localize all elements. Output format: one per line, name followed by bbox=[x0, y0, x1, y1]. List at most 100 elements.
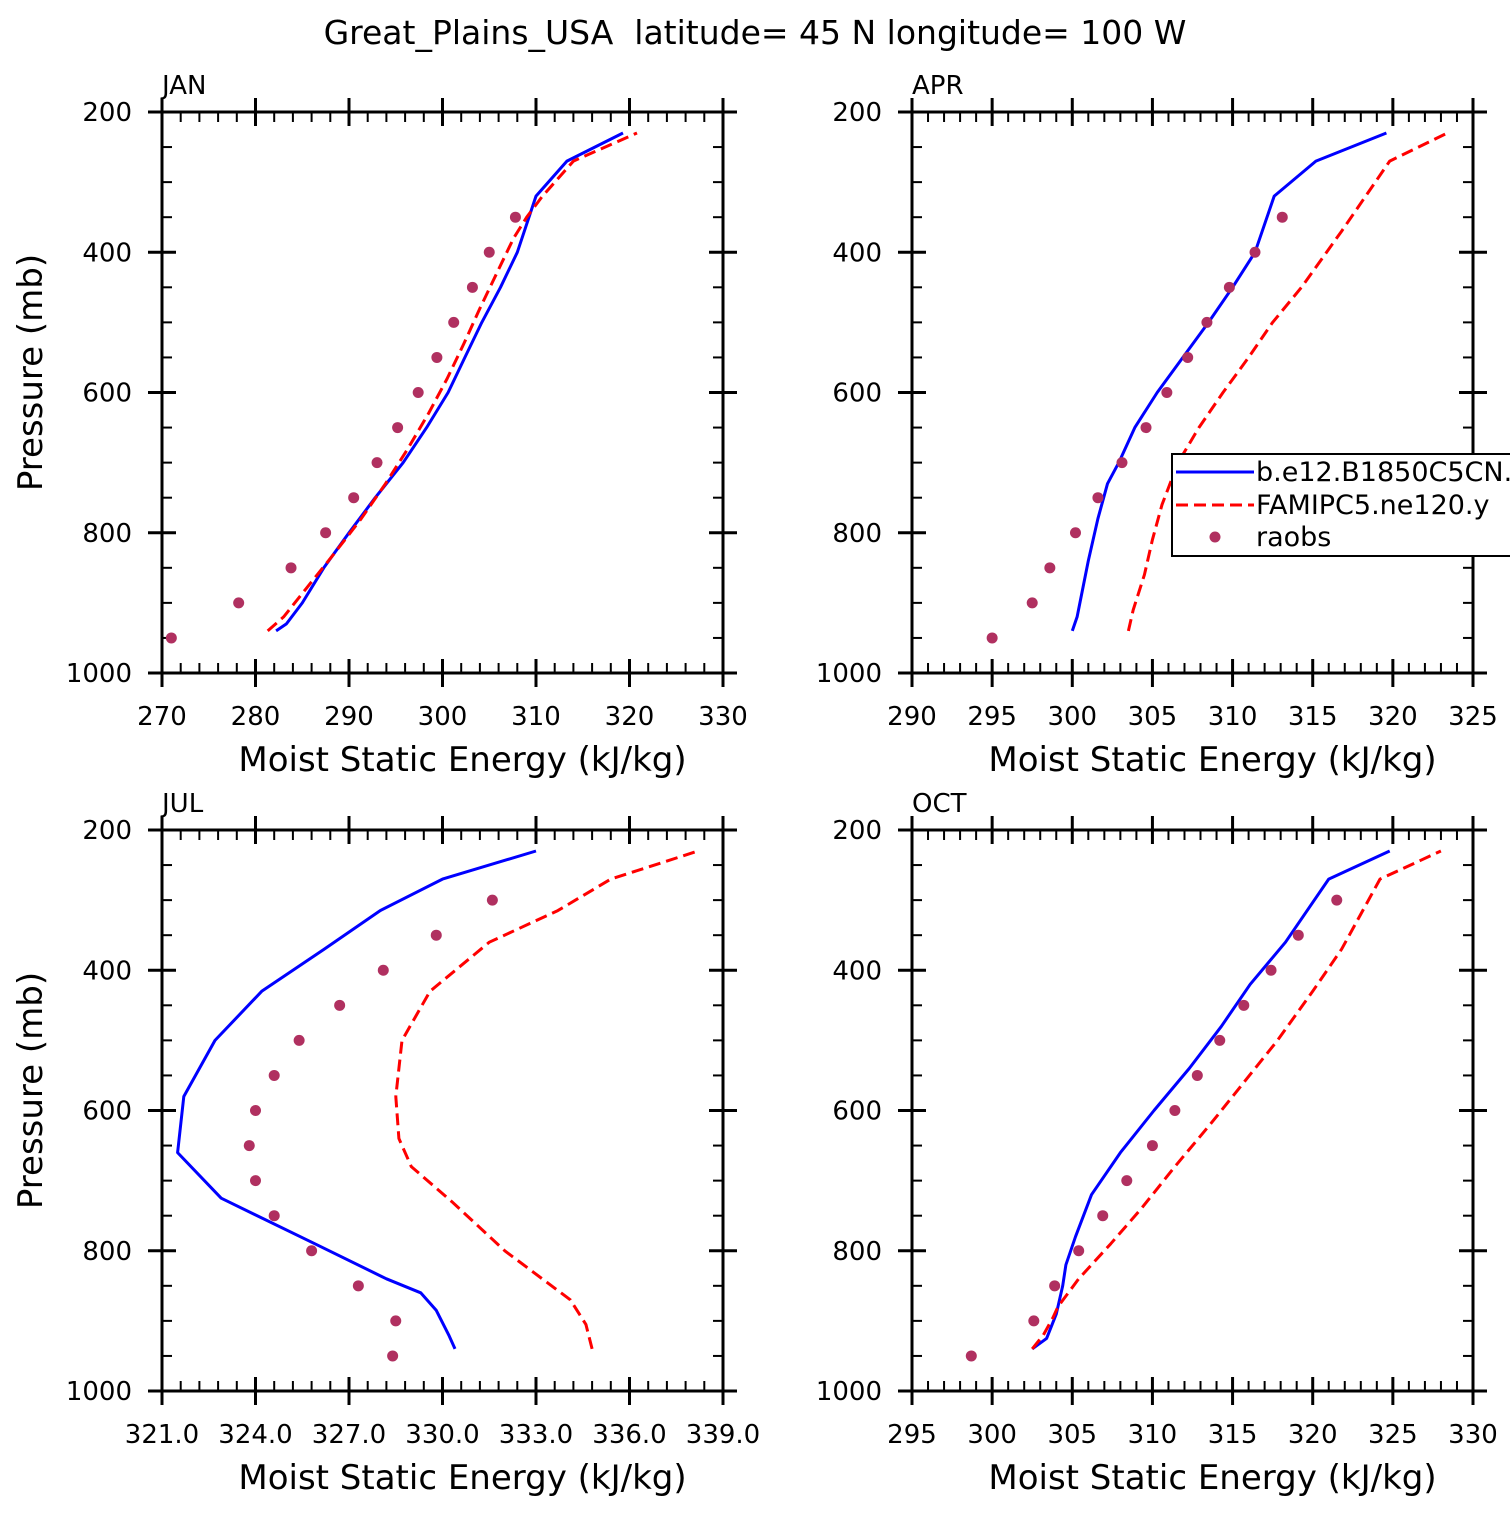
x-tick-label: 310 bbox=[511, 702, 561, 732]
x-tick-label: 295 bbox=[887, 1420, 937, 1450]
raobs-point bbox=[431, 351, 443, 363]
x-axis-title: Moist Static Energy (kJ/kg) bbox=[238, 740, 686, 780]
x-tick-label: 315 bbox=[1208, 1420, 1258, 1450]
raobs-point bbox=[268, 1210, 280, 1222]
y-tick-label: 200 bbox=[82, 816, 132, 846]
b-e12-line bbox=[1070, 131, 1387, 632]
famipc5-line bbox=[266, 131, 638, 633]
raobs-point bbox=[1292, 929, 1304, 941]
x-tick-label: 325 bbox=[1448, 702, 1498, 732]
raobs-point bbox=[1161, 387, 1173, 398]
raobs-point bbox=[320, 527, 332, 539]
raobs-point bbox=[1191, 1069, 1203, 1081]
y-tick-label: 200 bbox=[832, 98, 882, 128]
b-e12-line bbox=[275, 131, 624, 633]
x-tick-label: 330.0 bbox=[405, 1420, 479, 1450]
raobs-point bbox=[1201, 316, 1213, 328]
y-tick-label: 200 bbox=[832, 816, 882, 846]
x-tick-label: 295 bbox=[967, 702, 1017, 732]
raobs-point bbox=[1182, 351, 1194, 363]
raobs-point bbox=[1249, 246, 1261, 258]
x-tick-label: 310 bbox=[1128, 1420, 1178, 1450]
plot-frame bbox=[910, 110, 1475, 675]
raobs-point bbox=[1044, 562, 1056, 574]
raobs-point bbox=[250, 1175, 261, 1187]
raobs-point bbox=[1026, 597, 1038, 609]
x-tick-label: 327.0 bbox=[312, 1420, 386, 1450]
x-tick-label: 305 bbox=[1047, 1420, 1097, 1450]
raobs-point bbox=[348, 492, 360, 504]
legend-label-b-e12: b.e12.B1850C5CN.ne120 bbox=[1256, 457, 1510, 488]
raobs-point bbox=[1097, 1210, 1109, 1222]
famipc5-line bbox=[394, 849, 699, 1350]
raobs-point bbox=[306, 1245, 318, 1257]
raobs-point bbox=[1238, 999, 1250, 1011]
raobs-point bbox=[243, 1140, 255, 1152]
plot-frame bbox=[910, 828, 1475, 1393]
x-tick-label: 310 bbox=[1208, 702, 1258, 732]
raobs-point bbox=[412, 387, 424, 398]
x-tick-label: 320 bbox=[605, 702, 655, 732]
raobs-point bbox=[1116, 457, 1128, 469]
raobs-point bbox=[1276, 211, 1288, 223]
plot-frame bbox=[160, 828, 725, 1393]
panel-label: JUL bbox=[160, 789, 204, 819]
x-tick-label: 300 bbox=[967, 1420, 1017, 1450]
y-tick-label: 400 bbox=[832, 956, 882, 986]
x-tick-label: 290 bbox=[324, 702, 374, 732]
panel-label: OCT bbox=[912, 789, 967, 819]
raobs-point bbox=[285, 562, 297, 574]
y-tick-label: 400 bbox=[82, 956, 132, 986]
y-tick-label: 800 bbox=[832, 519, 882, 549]
plot-frame bbox=[160, 110, 725, 675]
raobs-point bbox=[392, 422, 404, 434]
x-tick-label: 330 bbox=[698, 702, 748, 732]
raobs-point bbox=[1265, 964, 1277, 976]
raobs-point bbox=[268, 1069, 280, 1081]
b-e12-line bbox=[176, 849, 537, 1350]
raobs-point bbox=[233, 597, 245, 609]
x-tick-label: 270 bbox=[137, 702, 187, 732]
famipc5-line bbox=[1126, 131, 1449, 632]
y-tick-label: 400 bbox=[82, 238, 132, 268]
raobs-point bbox=[509, 211, 521, 223]
b-e12-line bbox=[1031, 849, 1391, 1351]
y-tick-label: 800 bbox=[82, 519, 132, 549]
raobs-point bbox=[1073, 1245, 1085, 1257]
x-tick-label: 339.0 bbox=[686, 1420, 760, 1450]
x-axis-title: Moist Static Energy (kJ/kg) bbox=[988, 740, 1436, 780]
raobs-point bbox=[965, 1350, 977, 1362]
panel-label: APR bbox=[912, 71, 964, 101]
x-tick-label: 315 bbox=[1288, 702, 1338, 732]
raobs-point bbox=[293, 1034, 305, 1046]
y-tick-label: 800 bbox=[832, 1237, 882, 1267]
raobs-point bbox=[390, 1315, 402, 1327]
y-tick-label: 600 bbox=[82, 379, 132, 409]
x-tick-label: 305 bbox=[1128, 702, 1178, 732]
raobs-point bbox=[430, 929, 442, 941]
raobs-point bbox=[1214, 1034, 1226, 1046]
legend: b.e12.B1850C5CN.ne120FAMIPC5.ne120.yraob… bbox=[1171, 453, 1510, 557]
raobs-point bbox=[986, 632, 998, 644]
raobs-point bbox=[1223, 281, 1235, 293]
raobs-point bbox=[377, 964, 389, 976]
legend-swatch-raobs bbox=[1209, 531, 1221, 543]
x-tick-label: 324.0 bbox=[218, 1420, 292, 1450]
raobs-point bbox=[334, 999, 346, 1011]
y-tick-label: 800 bbox=[82, 1237, 132, 1267]
raobs-point bbox=[387, 1350, 399, 1362]
x-tick-label: 300 bbox=[1047, 702, 1097, 732]
raobs-point bbox=[483, 246, 495, 258]
raobs-point bbox=[1140, 422, 1152, 434]
x-axis-title: Moist Static Energy (kJ/kg) bbox=[988, 1458, 1436, 1498]
x-tick-label: 333.0 bbox=[499, 1420, 573, 1450]
famipc5-line bbox=[1031, 849, 1442, 1350]
y-axis-title: Pressure (mb) bbox=[11, 972, 51, 1209]
raobs-point bbox=[1331, 894, 1343, 906]
y-tick-label: 1000 bbox=[66, 659, 132, 689]
raobs-point bbox=[1121, 1175, 1133, 1187]
y-tick-label: 600 bbox=[832, 1097, 882, 1127]
